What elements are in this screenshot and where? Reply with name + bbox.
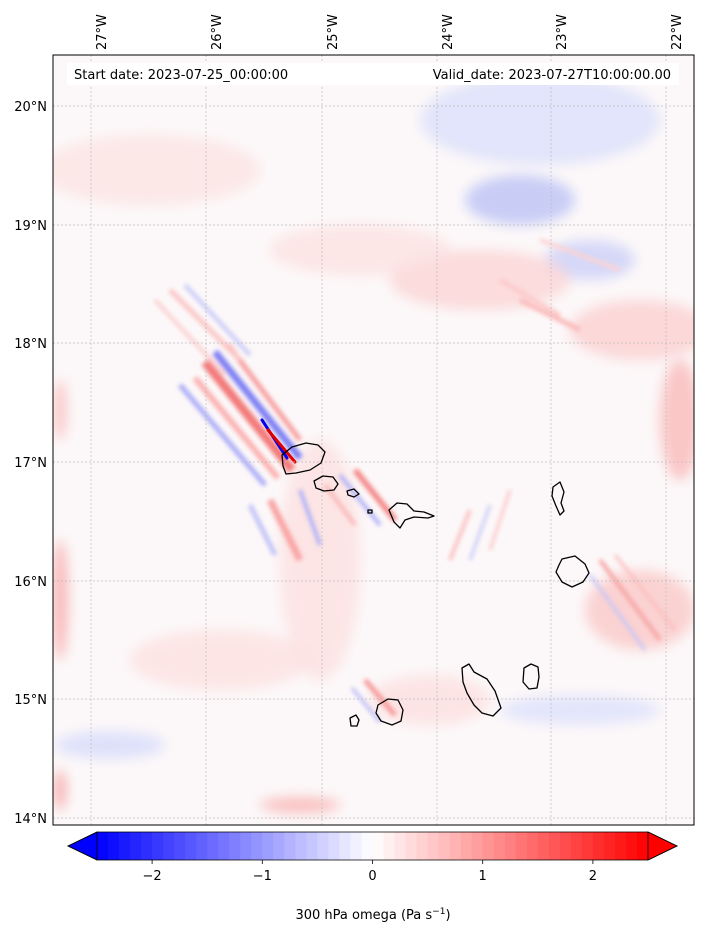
colorbar-high-extension (647, 831, 678, 861)
colorbar-cell (295, 832, 307, 860)
lon-tick-label: 23°W (555, 14, 570, 50)
colorbar-cell (306, 832, 318, 860)
lon-tick-label: 27°W (95, 14, 110, 50)
colorbar-cell (625, 832, 638, 860)
colorbar-cell (526, 832, 539, 860)
colorbar-cell (405, 832, 418, 860)
colorbar-cell (339, 832, 352, 860)
colorbar-cell (130, 832, 142, 860)
omega-field (53, 55, 694, 825)
valid-date-label: Valid_date: 2023-07-27T10:00:00.00 (433, 68, 671, 83)
colorbar-cell (372, 832, 385, 860)
start-date-label: Start date: 2023-07-25_00:00:00 (74, 68, 288, 83)
colorbar-cell (394, 832, 407, 860)
colorbar-cell (240, 832, 252, 860)
colorbar-cell (515, 832, 528, 860)
colorbar-low-extension (67, 831, 98, 861)
map-frame (52, 54, 695, 826)
colorbar-tick-label: 2 (589, 869, 597, 884)
island-sao-nicolau (388, 502, 435, 529)
colorbar-cell (537, 832, 550, 860)
colorbar-cell (229, 832, 241, 860)
lon-tick-labels: 27°W 26°W 25°W 24°W 23°W 22°W (95, 14, 685, 50)
lat-tick-label: 14°N (14, 812, 47, 827)
lon-tick-label: 24°W (441, 14, 456, 50)
island-razo (367, 509, 373, 514)
lon-tick-label: 26°W (210, 14, 225, 50)
colorbar-cell (141, 832, 153, 860)
colorbar-cell (262, 832, 274, 860)
island-santa-luzia (346, 488, 360, 498)
lat-tick-label: 18°N (14, 337, 47, 352)
island-brava (349, 714, 360, 727)
lat-tick-label: 20°N (14, 100, 47, 115)
colorbar-cell (482, 832, 495, 860)
colorbar-cell (614, 832, 627, 860)
colorbar-tick-label: 1 (479, 869, 487, 884)
colorbar-cell (416, 832, 429, 860)
colorbar-cell (603, 832, 616, 860)
colorbar: −2 −1 0 1 2 300 hPa omega (Pa s−1) (67, 831, 678, 923)
colorbar-cell (185, 832, 197, 860)
colorbar-cell (383, 832, 396, 860)
island-fogo (375, 698, 404, 726)
colorbar-cell (152, 832, 164, 860)
colorbar-cell (581, 832, 594, 860)
colorbar-tick-label: 0 (368, 869, 376, 884)
lat-tick-labels: 20°N 19°N 18°N 17°N 16°N 15°N 14°N (14, 100, 47, 827)
colorbar-cell (570, 832, 583, 860)
island-boa-vista (555, 555, 590, 588)
colorbar-cell (273, 832, 285, 860)
colorbar-cell (119, 832, 131, 860)
colorbar-outline (67, 831, 678, 861)
lon-tick-label: 22°W (670, 14, 685, 50)
colorbar-cell (350, 832, 363, 860)
colorbar-cell (361, 832, 374, 860)
colorbar-cell (218, 832, 230, 860)
colorbar-cell (438, 832, 451, 860)
colorbar-cell (471, 832, 484, 860)
colorbar-cell (592, 832, 605, 860)
island-santo-antao (281, 442, 326, 475)
colorbar-cell (559, 832, 572, 860)
colorbar-cell (504, 832, 517, 860)
island-santiago (461, 663, 502, 717)
colorbar-cell (163, 832, 175, 860)
colorbar-cells (97, 832, 649, 860)
colorbar-cell (328, 832, 341, 860)
colorbar-cell (460, 832, 473, 860)
colorbar-cell (174, 832, 186, 860)
lat-tick-label: 15°N (14, 693, 47, 708)
gridlines (53, 55, 694, 825)
colorbar-cell (449, 832, 462, 860)
colorbar-cell (97, 832, 109, 860)
colorbar-cell (493, 832, 506, 860)
colorbar-cell (284, 832, 296, 860)
coastlines (281, 442, 590, 727)
colorbar-cell (548, 832, 561, 860)
lat-tick-label: 19°N (14, 219, 47, 234)
colorbar-label: 300 hPa omega (Pa s−1) (295, 907, 450, 923)
island-sao-vicente (313, 475, 339, 492)
colorbar-cell (427, 832, 440, 860)
colorbar-cell (317, 832, 330, 860)
colorbar-cell (636, 832, 649, 860)
colorbar-cell (207, 832, 219, 860)
lon-tick-label: 25°W (326, 14, 341, 50)
island-maio (522, 663, 540, 690)
colorbar-ticks: −2 −1 0 1 2 (143, 860, 597, 884)
lat-tick-label: 17°N (14, 456, 47, 471)
lat-tick-label: 16°N (14, 575, 47, 590)
colorbar-tick-label: −2 (143, 869, 162, 884)
colorbar-cell (251, 832, 263, 860)
map-panel: Start date: 2023-07-25_00:00:00 Valid_da… (52, 54, 695, 826)
colorbar-cell (196, 832, 208, 860)
colorbar-cell (108, 832, 120, 860)
colorbar-tick-label: −1 (253, 869, 272, 884)
island-sal (551, 481, 565, 516)
header-background (67, 63, 679, 85)
